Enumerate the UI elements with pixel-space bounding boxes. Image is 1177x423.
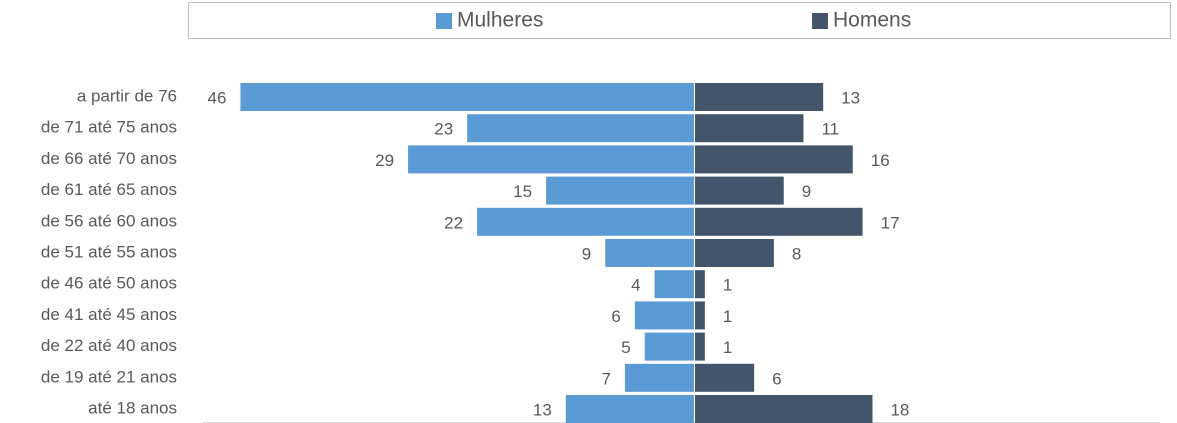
bar <box>695 332 705 361</box>
bar <box>695 114 804 143</box>
value-label: 1 <box>723 307 732 326</box>
value-label: 6 <box>611 307 620 326</box>
legend-swatch <box>436 13 452 29</box>
bar <box>477 207 694 236</box>
bar <box>695 83 824 111</box>
category-label: de 51 até 55 anos <box>41 242 177 261</box>
value-label: 8 <box>792 244 801 263</box>
bar <box>695 363 755 392</box>
category-label: a partir de 76 <box>77 86 177 105</box>
bar <box>695 395 873 423</box>
value-label: 22 <box>444 213 463 232</box>
value-label: 15 <box>513 182 532 201</box>
value-label: 18 <box>890 400 909 419</box>
value-label: 1 <box>723 338 732 357</box>
category-label: de 71 até 75 anos <box>41 118 177 137</box>
bar <box>624 363 694 392</box>
legend-swatch <box>812 13 828 29</box>
value-label: 13 <box>533 400 552 419</box>
legend-label: Homens <box>833 9 911 32</box>
category-label: de 19 até 21 anos <box>41 367 177 386</box>
value-label: 17 <box>881 213 900 232</box>
category-label: de 41 até 45 anos <box>41 305 177 324</box>
category-label: de 66 até 70 anos <box>41 149 177 168</box>
value-label: 16 <box>871 151 890 170</box>
value-label: 9 <box>582 244 591 263</box>
bar <box>634 301 694 330</box>
value-label: 13 <box>841 88 860 107</box>
value-label: 6 <box>772 369 781 388</box>
category-label: de 61 até 65 anos <box>41 180 177 199</box>
value-label: 4 <box>631 276 640 295</box>
value-label: 9 <box>802 182 811 201</box>
value-label: 46 <box>208 88 227 107</box>
bar <box>695 145 853 174</box>
value-label: 11 <box>821 120 839 139</box>
category-label: de 56 até 60 anos <box>41 211 177 230</box>
bar <box>467 114 694 143</box>
value-label: 29 <box>375 151 394 170</box>
legend-box <box>188 2 1171 39</box>
value-label: 7 <box>602 369 611 388</box>
bar <box>644 332 694 361</box>
bar <box>695 176 784 205</box>
bar <box>695 207 863 236</box>
bar <box>654 270 694 299</box>
bar <box>565 395 694 423</box>
bar <box>408 145 694 174</box>
bar <box>695 301 705 330</box>
bar <box>240 83 694 111</box>
category-label: até 18 anos <box>88 398 177 417</box>
bar <box>605 239 694 267</box>
value-label: 23 <box>434 120 453 139</box>
category-label: de 46 até 50 anos <box>41 274 177 293</box>
legend-label: Mulheres <box>457 9 543 32</box>
bar <box>695 239 774 267</box>
value-label: 5 <box>621 338 630 357</box>
category-label: de 22 até 40 anos <box>41 336 177 355</box>
bar <box>546 176 694 205</box>
value-label: 1 <box>723 276 732 295</box>
bar <box>695 270 705 299</box>
